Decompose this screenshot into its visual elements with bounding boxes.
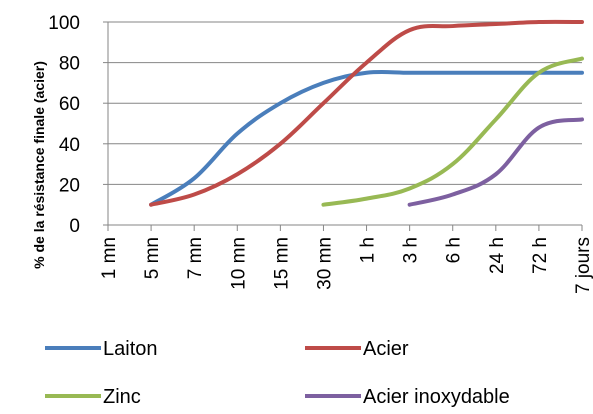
axes (103, 21, 583, 231)
y-axis-label: % de la résistance finale (acier) (31, 61, 47, 269)
y-tick-label: 40 (59, 135, 80, 156)
x-tick-label: 15 mn (271, 237, 292, 290)
y-tick-label: 100 (48, 13, 80, 34)
x-tick-label: 5 mn (142, 237, 163, 279)
y-tick-label: 80 (59, 54, 80, 75)
y-tick-label: 0 (69, 216, 80, 237)
legend-label: Acier inoxydable (363, 386, 510, 408)
legend-label: Zinc (103, 386, 141, 408)
y-tick-label: 60 (59, 94, 80, 115)
x-tick-label: 1 mn (99, 237, 120, 279)
y-tick-label: 20 (59, 175, 80, 196)
x-tick-label: 30 mn (314, 237, 335, 290)
x-tick-label: 7 mn (185, 237, 206, 279)
legend-label: Acier (363, 338, 409, 360)
legend: Laiton Acier Zinc Acier inoxydable (45, 338, 510, 408)
x-tick-labels: 1 mn 5 mn 7 mn 10 mn 15 mn 30 mn 1 h 3 h 6 h 24 h… (99, 237, 593, 294)
y-tick-labels: 0 20 40 60 80 100 (48, 13, 80, 237)
series-line-zinc (321, 56, 584, 207)
series-lines (149, 19, 584, 207)
x-tick-label: 10 mn (228, 237, 249, 290)
x-tick-label: 7 jours (573, 237, 593, 294)
legend-label: Laiton (103, 338, 158, 360)
x-tick-label: 72 h (530, 237, 551, 274)
series-line-laiton (149, 69, 584, 207)
x-tick-label: 3 h (401, 237, 422, 263)
series-line-acier (149, 19, 584, 207)
x-tick-label: 6 h (444, 237, 465, 263)
gridlines (108, 21, 582, 185)
x-tick-label: 24 h (487, 237, 508, 274)
series-line-acier-inoxydable (407, 117, 584, 207)
x-tick-label: 1 h (358, 237, 379, 263)
